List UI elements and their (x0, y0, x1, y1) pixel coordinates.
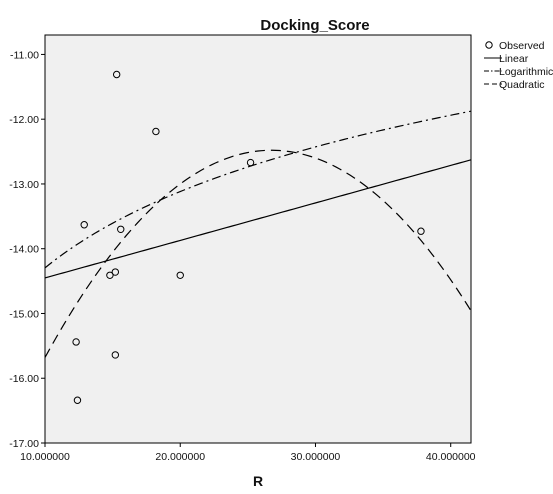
observed-points (72, 70, 425, 404)
observed-point (72, 338, 80, 346)
observed-point (111, 268, 120, 276)
observed-point (176, 271, 184, 279)
y-tick-label: -16.00 (9, 373, 39, 385)
observed-point (80, 221, 88, 229)
legend-label-linear: Linear (499, 53, 529, 65)
y-tick-label: -15.00 (9, 308, 39, 320)
observed-point (106, 271, 114, 279)
x-tick-label: 40.000000 (426, 451, 476, 463)
x-tick-label: 10.000000 (20, 451, 70, 463)
legend-label-quadratic: Quadratic (499, 79, 545, 91)
y-tick-label: -17.00 (9, 438, 39, 450)
x-axis: 10.000000 20.000000 30.000000 40.000000 (20, 443, 476, 463)
chart-title: Docking_Score (260, 17, 369, 34)
y-tick-label: -11.00 (10, 49, 39, 61)
observed-point (73, 396, 82, 404)
x-axis-title: R (253, 473, 263, 489)
legend-marker-observed (485, 41, 493, 49)
y-tick-label: -12.00 (9, 114, 39, 126)
observed-point (117, 225, 125, 233)
observed-point (152, 127, 160, 136)
y-tick-label: -13.00 (9, 179, 39, 191)
legend-label-logarithmic: Logarithmic (499, 66, 553, 78)
x-tick-label: 20.000000 (155, 451, 205, 463)
observed-point (417, 227, 425, 235)
y-tick-label: -14.00 (9, 244, 39, 256)
observed-point (246, 158, 255, 167)
y-axis: -17.00 -16.00 -15.00 -14.00 -13.00 -12.00 -11.… (9, 49, 45, 450)
observed-point (111, 351, 120, 359)
legend-label-observed: Observed (499, 40, 545, 52)
fit-lines (45, 110, 471, 358)
fit-line-logarithmic (45, 110, 471, 269)
plot-area (44, 34, 472, 444)
fit-line-linear (45, 159, 471, 279)
x-tick-label: 30.000000 (291, 451, 341, 463)
observed-point (112, 70, 121, 79)
fit-line-quadratic (45, 149, 471, 358)
